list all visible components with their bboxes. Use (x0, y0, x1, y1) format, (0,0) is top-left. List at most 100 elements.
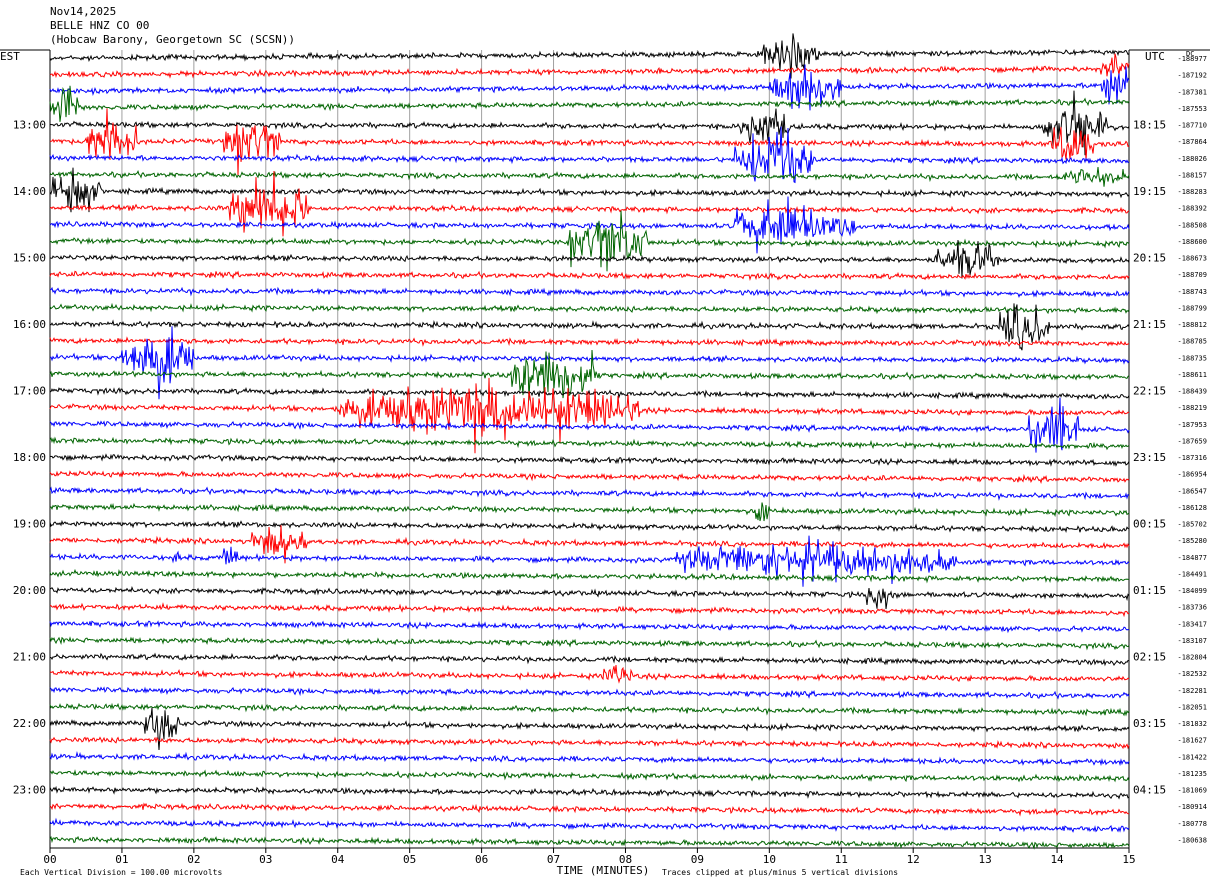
left-hour-label: 14:00 (13, 185, 46, 198)
right-hour-label: 00:15 (1133, 518, 1166, 531)
trace-line-11 (49, 210, 1130, 272)
x-tick-label: 09 (691, 853, 704, 866)
dc-offset-label: -185280 (1177, 537, 1207, 545)
trace-line-47 (49, 835, 1130, 850)
dc-offset-label: -187710 (1177, 122, 1207, 130)
trace-line-31 (49, 568, 1129, 584)
dc-offset-label: -187316 (1177, 454, 1207, 462)
trace-line-10 (49, 196, 1130, 254)
dc-offset-label: -187192 (1177, 72, 1207, 80)
trace-line-30 (49, 535, 1130, 587)
trace-line-24 (49, 453, 1130, 467)
trace-line-5 (49, 108, 1130, 176)
left-hour-label: 16:00 (13, 318, 46, 331)
right-hour-label: 23:15 (1133, 451, 1166, 464)
trace-line-18 (49, 326, 1130, 400)
dc-offset-label: -186954 (1177, 471, 1207, 479)
trace-line-37 (49, 664, 1130, 684)
dc-offset-label: -183107 (1177, 637, 1207, 645)
right-hour-label: 04:15 (1133, 784, 1166, 797)
right-hour-label: 02:15 (1133, 651, 1166, 664)
left-hour-label: 18:00 (13, 451, 46, 464)
dc-offset-label: -184877 (1177, 554, 1207, 562)
clip-note: Traces clipped at plus/minus 5 vertical … (662, 868, 898, 877)
x-tick-label: 10 (763, 853, 776, 866)
trace-line-1 (49, 53, 1130, 79)
dc-offset-label: -187864 (1177, 138, 1207, 146)
trace-line-42 (49, 751, 1130, 767)
trace-line-22 (49, 397, 1130, 453)
trace-line-41 (49, 736, 1130, 750)
dc-offset-label: -182532 (1177, 670, 1207, 678)
dc-offset-label: -181069 (1177, 787, 1207, 795)
x-tick-label: 02 (187, 853, 200, 866)
x-tick-label: 14 (1050, 853, 1064, 866)
left-hour-label: 17:00 (13, 385, 46, 398)
x-tick-label: 11 (835, 853, 848, 866)
station-label: BELLE HNZ CO 00 (50, 19, 150, 32)
right-hour-label: 03:15 (1133, 717, 1166, 730)
trace-line-7 (49, 167, 1130, 187)
x-tick-label: 05 (403, 853, 416, 866)
location-label: (Hobcaw Barony, Georgetown SC (SCSN)) (50, 33, 296, 46)
dc-header-label: DC (1186, 50, 1194, 58)
dc-offset-label: -183417 (1177, 620, 1207, 628)
x-tick-label: 06 (475, 853, 488, 866)
trace-line-6 (49, 126, 1130, 184)
x-axis-title: TIME (MINUTES) (557, 864, 650, 877)
x-tick-label: 03 (259, 853, 272, 866)
trace-line-40 (49, 707, 1130, 751)
dc-offset-label: -182281 (1177, 687, 1207, 695)
trace-line-3 (49, 85, 1130, 122)
dc-offset-label: -180914 (1177, 803, 1207, 811)
right-hour-label: 20:15 (1133, 252, 1166, 265)
dc-offset-label: -188219 (1177, 404, 1207, 412)
right-hour-label: 18:15 (1133, 119, 1166, 132)
x-tick-label: 07 (547, 853, 560, 866)
dc-offset-label: -183736 (1177, 604, 1207, 612)
trace-line-34 (49, 620, 1130, 634)
dc-offset-label: -188673 (1177, 255, 1207, 263)
left-hour-label: 15:00 (13, 252, 46, 265)
x-tick-label: 04 (331, 853, 345, 866)
dc-offset-label: -182051 (1177, 703, 1207, 711)
left-hour-label: 13:00 (13, 119, 46, 132)
right-hour-label: 01:15 (1133, 584, 1166, 597)
left-hour-label: 23:00 (13, 784, 46, 797)
trace-line-38 (49, 686, 1130, 700)
left-timezone-label: EST (0, 50, 20, 63)
dc-offset-label: -181832 (1177, 720, 1207, 728)
x-tick-label: 00 (43, 853, 56, 866)
left-hour-label: 22:00 (13, 717, 46, 730)
trace-line-29 (49, 525, 1130, 564)
right-hour-label: 19:15 (1133, 185, 1166, 198)
trace-line-36 (50, 652, 1130, 667)
trace-line-16 (49, 303, 1130, 351)
trace-line-17 (49, 336, 1130, 348)
trace-line-8 (49, 167, 1130, 213)
x-tick-label: 12 (907, 853, 920, 866)
dc-offset-label: -188977 (1177, 55, 1207, 63)
trace-line-39 (49, 702, 1130, 717)
dc-offset-label: -180638 (1177, 836, 1207, 844)
date-label: Nov14,2025 (50, 5, 117, 18)
dc-offset-label: -188799 (1177, 304, 1207, 312)
trace-line-45 (49, 802, 1130, 817)
x-tick-label: 15 (1122, 853, 1135, 866)
dc-offset-label: -188283 (1177, 188, 1207, 196)
dc-offset-label: -187953 (1177, 421, 1207, 429)
dc-offset-label: -181627 (1177, 737, 1207, 745)
dc-offset-label: -186128 (1177, 504, 1207, 512)
x-tick-label: 08 (619, 853, 632, 866)
dc-offset-label: -188508 (1177, 221, 1207, 229)
trace-line-33 (49, 602, 1130, 618)
trace-line-46 (49, 817, 1130, 833)
left-hour-label: 21:00 (13, 651, 46, 664)
trace-line-23 (49, 436, 1130, 451)
left-hour-label: 20:00 (13, 584, 46, 597)
dc-offset-label: -181235 (1177, 770, 1207, 778)
trace-line-12 (49, 239, 1130, 279)
trace-line-9 (49, 170, 1130, 237)
